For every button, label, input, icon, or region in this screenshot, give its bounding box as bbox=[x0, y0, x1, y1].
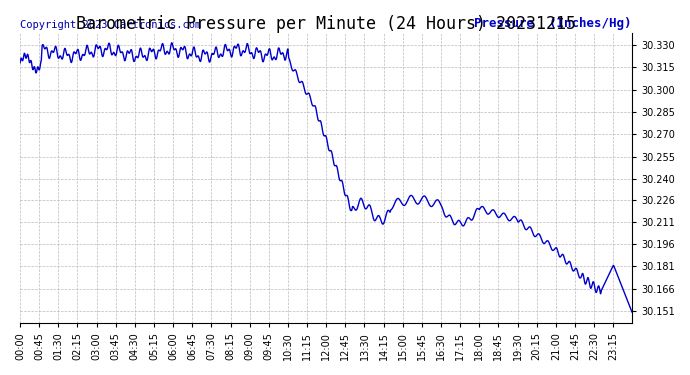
Title: Barometric Pressure per Minute (24 Hours) 20231215: Barometric Pressure per Minute (24 Hours… bbox=[76, 15, 576, 33]
Text: Pressure  (Inches/Hg): Pressure (Inches/Hg) bbox=[475, 17, 632, 30]
Text: Copyright 2023 Cartronics.com: Copyright 2023 Cartronics.com bbox=[20, 20, 201, 30]
